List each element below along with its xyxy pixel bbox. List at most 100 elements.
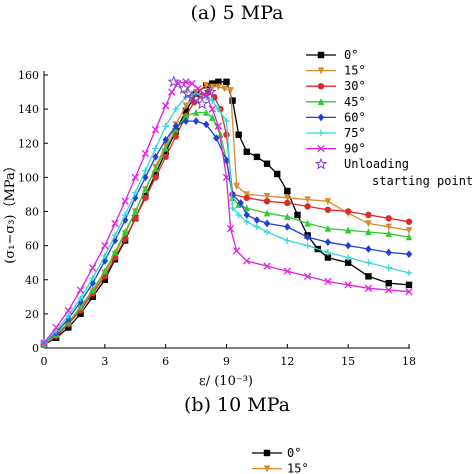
x-axis-label: ε/ (10⁻³) [199, 374, 253, 389]
legend-marker [317, 67, 325, 75]
data-point [162, 148, 169, 155]
y-tick-label: 0 [32, 342, 39, 355]
unloading-point [195, 97, 209, 110]
data-point [243, 257, 251, 265]
data-point [65, 315, 72, 323]
data-point [243, 211, 250, 219]
data-point [172, 105, 180, 113]
series-6 [40, 78, 413, 347]
data-point [194, 84, 202, 93]
data-point [64, 306, 72, 315]
data-point [89, 279, 96, 287]
data-point [324, 198, 332, 206]
data-point [304, 203, 311, 210]
data-point [263, 219, 271, 228]
y-tick-label: 40 [25, 274, 39, 287]
data-point [243, 204, 250, 212]
data-point [284, 237, 291, 244]
data-point [324, 254, 332, 261]
data-point [233, 182, 240, 190]
chart-title-a: (a) 5 MPa [190, 2, 284, 24]
data-point [263, 262, 271, 270]
data-point [385, 286, 393, 294]
data-point [152, 165, 159, 173]
data-point [405, 269, 413, 277]
unloading-point [177, 82, 191, 95]
data-point [77, 303, 84, 311]
data-point [152, 153, 159, 161]
data-point [121, 197, 129, 205]
legend: 0° 15°30° 45°60° 75° 90°Unloading starting po… [306, 48, 473, 188]
data-point [152, 170, 159, 178]
data-point [226, 224, 235, 233]
legend-label: Unloading [344, 157, 409, 171]
data-point [203, 108, 210, 116]
data-point [324, 249, 332, 256]
data-point [405, 233, 413, 241]
y-tick-label: 20 [25, 308, 39, 321]
data-point [237, 199, 244, 207]
data-point [141, 149, 150, 158]
legend-marker [317, 144, 325, 153]
data-point [304, 233, 311, 241]
unloading-markers [167, 75, 217, 110]
data-point [263, 228, 271, 236]
axes: 0 3 6 9 12 15 18 0 20 40 60 80 100 120 140 160 ε/ (10⁻³)… [3, 69, 416, 389]
x-tick-label: 6 [162, 355, 169, 368]
series-4 [40, 117, 413, 347]
data-point [76, 286, 85, 294]
series-line [43, 120, 410, 344]
legend-marker [317, 83, 325, 90]
data-point [344, 254, 352, 261]
data-point [324, 206, 332, 213]
data-point [203, 82, 210, 90]
data-point [142, 194, 149, 202]
data-point [229, 204, 236, 212]
legend-label: 15° [287, 462, 309, 474]
data-point [89, 274, 96, 282]
legend-label: starting point [372, 174, 473, 188]
data-point [303, 272, 312, 280]
data-point [304, 219, 311, 227]
data-point [273, 170, 281, 178]
data-point [209, 97, 216, 104]
data-point [385, 264, 392, 272]
data-point [385, 279, 392, 287]
data-point [77, 295, 84, 302]
data-point [89, 286, 96, 294]
data-point [294, 211, 301, 219]
data-point [405, 227, 413, 235]
data-point [182, 102, 190, 110]
data-point [263, 192, 271, 200]
data-point [284, 212, 291, 220]
data-point [344, 208, 352, 215]
data-point [162, 136, 169, 144]
data-point [172, 133, 180, 140]
legend-label: 90° [344, 142, 366, 156]
data-point [324, 238, 332, 247]
data-point [121, 228, 129, 236]
data-point [223, 78, 230, 86]
unloading-point [203, 85, 217, 98]
data-point [101, 267, 109, 275]
data-point [385, 223, 392, 231]
data-point [263, 198, 271, 205]
data-point [324, 277, 332, 286]
legend-label: 60° [344, 110, 366, 124]
data-point [162, 144, 169, 152]
data-point [215, 83, 222, 91]
data-point [344, 241, 352, 250]
data-point [385, 248, 392, 257]
data-point [40, 339, 48, 347]
x-tick-label: 0 [41, 355, 48, 368]
unloading-point [167, 75, 181, 88]
data-point [192, 108, 200, 116]
data-point [131, 173, 139, 182]
legend-label: 30° [344, 79, 366, 93]
y-tick-label: 60 [25, 240, 39, 253]
data-point [188, 79, 196, 88]
data-point [235, 211, 242, 219]
data-point [101, 257, 109, 265]
legend-b: 0°15° [252, 446, 309, 474]
data-point [253, 153, 261, 161]
